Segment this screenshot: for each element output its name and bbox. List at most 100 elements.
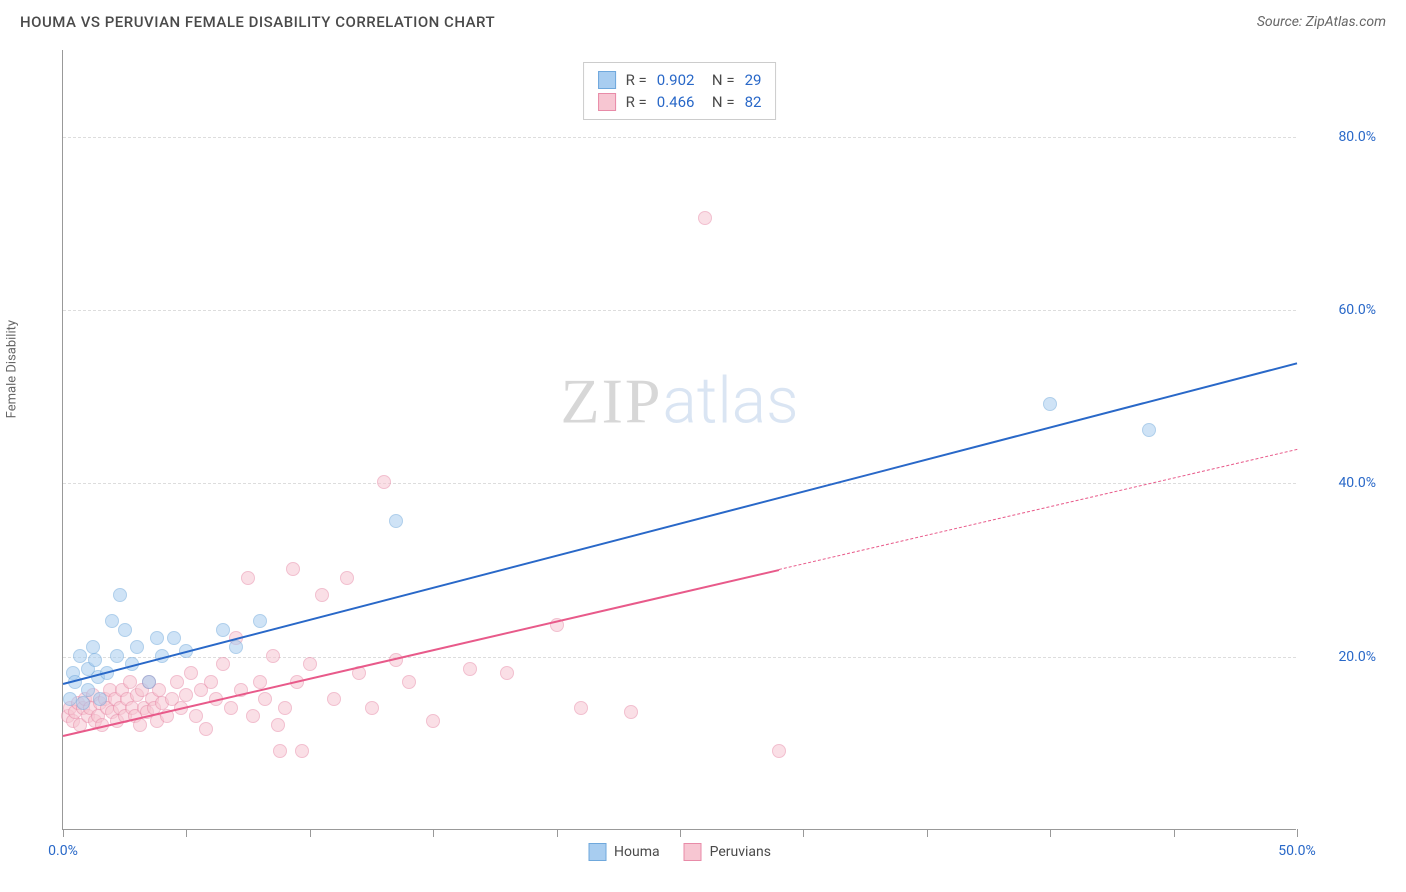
y-axis-label: Female Disability (5, 320, 20, 418)
data-point (772, 744, 786, 758)
data-point (189, 709, 203, 723)
legend-swatch (598, 93, 616, 111)
data-point (271, 718, 285, 732)
legend-label: Peruvians (710, 844, 771, 860)
data-point (81, 683, 95, 697)
legend-swatch (684, 843, 702, 861)
x-tick (1297, 829, 1298, 837)
data-point (273, 744, 287, 758)
stats-r-label: R = (626, 93, 647, 111)
stats-row: R = 0.466 N = 82 (598, 91, 762, 113)
data-point (389, 514, 403, 528)
x-tick (680, 829, 681, 837)
data-point (1043, 397, 1057, 411)
trend-line (63, 362, 1297, 685)
x-tick-label: 50.0% (1278, 843, 1316, 859)
plot-area: ZIPatlas R = 0.902 N = 29R = 0.466 N = 8… (62, 50, 1296, 830)
data-point (303, 657, 317, 671)
data-point (500, 666, 514, 680)
data-point (118, 623, 132, 637)
legend-label: Houma (614, 844, 660, 860)
stats-n-value: 29 (745, 71, 762, 89)
data-point (286, 562, 300, 576)
data-point (229, 640, 243, 654)
stats-row: R = 0.902 N = 29 (598, 69, 762, 91)
x-tick (186, 829, 187, 837)
grid-line (63, 137, 1296, 138)
x-tick (1174, 829, 1175, 837)
data-point (93, 692, 107, 706)
legend-item: Peruvians (684, 843, 771, 861)
chart-header: HOUMA VS PERUVIAN FEMALE DISABILITY CORR… (0, 0, 1406, 40)
data-point (258, 692, 272, 706)
data-point (76, 696, 90, 710)
data-point (224, 701, 238, 715)
data-point (86, 640, 100, 654)
legend-swatch (588, 843, 606, 861)
data-point (698, 211, 712, 225)
stats-n-value: 82 (745, 93, 762, 111)
x-tick (803, 829, 804, 837)
legend-item: Houma (588, 843, 660, 861)
grid-line (63, 657, 1296, 658)
watermark: ZIPatlas (560, 363, 798, 438)
data-point (142, 675, 156, 689)
stats-r-label: R = (626, 71, 647, 89)
data-point (463, 662, 477, 676)
y-tick-label: 60.0% (1306, 302, 1376, 318)
data-point (1142, 423, 1156, 437)
data-point (278, 701, 292, 715)
data-point (253, 675, 267, 689)
data-point (216, 657, 230, 671)
grid-line (63, 483, 1296, 484)
data-point (167, 631, 181, 645)
data-point (184, 666, 198, 680)
y-tick-label: 80.0% (1306, 129, 1376, 145)
data-point (216, 623, 230, 637)
stats-r-value: 0.466 (657, 93, 695, 111)
x-tick (433, 829, 434, 837)
stats-legend-box: R = 0.902 N = 29R = 0.466 N = 82 (583, 62, 777, 120)
data-point (179, 688, 193, 702)
x-tick-label: 0.0% (48, 843, 78, 859)
stats-n-label: N = (704, 71, 734, 89)
data-point (204, 675, 218, 689)
x-tick (557, 829, 558, 837)
data-point (199, 722, 213, 736)
grid-line (63, 310, 1296, 311)
data-point (73, 649, 87, 663)
x-tick (63, 829, 64, 837)
data-point (241, 571, 255, 585)
trend-line-dashed (779, 449, 1298, 570)
data-point (365, 701, 379, 715)
chart-title: HOUMA VS PERUVIAN FEMALE DISABILITY CORR… (20, 13, 495, 31)
data-point (624, 705, 638, 719)
data-point (150, 631, 164, 645)
data-point (105, 614, 119, 628)
stats-n-label: N = (704, 93, 734, 111)
x-tick (310, 829, 311, 837)
chart-container: Female Disability ZIPatlas R = 0.902 N =… (20, 40, 1386, 880)
x-tick (927, 829, 928, 837)
data-point (327, 692, 341, 706)
data-point (110, 649, 124, 663)
data-point (426, 714, 440, 728)
x-tick (1050, 829, 1051, 837)
data-point (246, 709, 260, 723)
y-tick-label: 40.0% (1306, 475, 1376, 491)
data-point (266, 649, 280, 663)
data-point (295, 744, 309, 758)
legend-swatch (598, 71, 616, 89)
data-point (130, 640, 144, 654)
stats-r-value: 0.902 (657, 71, 695, 89)
data-point (377, 475, 391, 489)
data-point (402, 675, 416, 689)
data-point (253, 614, 267, 628)
data-point (170, 675, 184, 689)
chart-source: Source: ZipAtlas.com (1257, 14, 1386, 30)
data-point (123, 675, 137, 689)
watermark-atlas: atlas (662, 363, 798, 438)
data-point (113, 588, 127, 602)
data-point (574, 701, 588, 715)
watermark-zip: ZIP (560, 365, 662, 436)
